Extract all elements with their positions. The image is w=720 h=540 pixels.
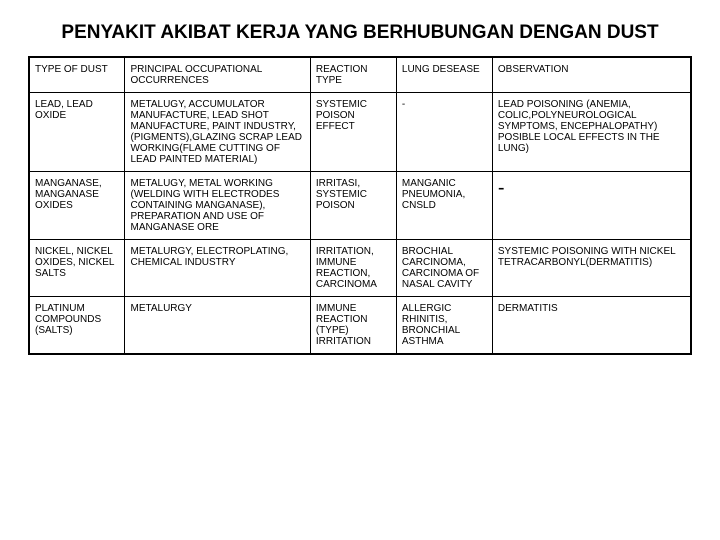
table-row: NICKEL, NICKEL OXIDES, NICKEL SALTS META…: [29, 240, 691, 297]
col-reaction-type: REACTION TYPE: [310, 57, 396, 93]
cell-lung: ALLERGIC RHINITIS, BRONCHIAL ASTHMA: [396, 297, 492, 355]
cell-occurrences: METALURGY: [125, 297, 310, 355]
cell-reaction: SYSTEMIC POISON EFFECT: [310, 93, 396, 172]
cell-occurrences: METALUGY, METAL WORKING (WELDING WITH EL…: [125, 172, 310, 240]
cell-reaction: IRRITATION, IMMUNE REACTION, CARCINOMA: [310, 240, 396, 297]
cell-type: NICKEL, NICKEL OXIDES, NICKEL SALTS: [29, 240, 125, 297]
dust-disease-table: TYPE OF DUST PRINCIPAL OCCUPATIONAL OCCU…: [28, 56, 692, 355]
col-lung-disease: LUNG DESEASE: [396, 57, 492, 93]
page-title: PENYAKIT AKIBAT KERJA YANG BERHUBUNGAN D…: [28, 22, 692, 44]
cell-type: MANGANASE, MANGANASE OXIDES: [29, 172, 125, 240]
cell-reaction: IMMUNE REACTION (TYPE) IRRITATION: [310, 297, 396, 355]
cell-type: PLATINUM COMPOUNDS (SALTS): [29, 297, 125, 355]
cell-lung: BROCHIAL CARCINOMA, CARCINOMA OF NASAL C…: [396, 240, 492, 297]
cell-lung: -: [396, 93, 492, 172]
cell-reaction: IRRITASI, SYSTEMIC POISON: [310, 172, 396, 240]
cell-observation: -: [492, 172, 691, 240]
cell-observation: SYSTEMIC POISONING WITH NICKEL TETRACARB…: [492, 240, 691, 297]
cell-observation: DERMATITIS: [492, 297, 691, 355]
table-row: MANGANASE, MANGANASE OXIDES METALUGY, ME…: [29, 172, 691, 240]
col-occurrences: PRINCIPAL OCCUPATIONAL OCCURRENCES: [125, 57, 310, 93]
col-type-of-dust: TYPE OF DUST: [29, 57, 125, 93]
cell-type: LEAD, LEAD OXIDE: [29, 93, 125, 172]
cell-observation: LEAD POISONING (ANEMIA, COLIC,POLYNEUROL…: [492, 93, 691, 172]
cell-lung: MANGANIC PNEUMONIA, CNSLD: [396, 172, 492, 240]
table-row: PLATINUM COMPOUNDS (SALTS) METALURGY IMM…: [29, 297, 691, 355]
cell-occurrences: METALURGY, ELECTROPLATING, CHEMICAL INDU…: [125, 240, 310, 297]
cell-occurrences: METALUGY, ACCUMULATOR MANUFACTURE, LEAD …: [125, 93, 310, 172]
table-row: LEAD, LEAD OXIDE METALUGY, ACCUMULATOR M…: [29, 93, 691, 172]
table-header-row: TYPE OF DUST PRINCIPAL OCCUPATIONAL OCCU…: [29, 57, 691, 93]
col-observation: OBSERVATION: [492, 57, 691, 93]
